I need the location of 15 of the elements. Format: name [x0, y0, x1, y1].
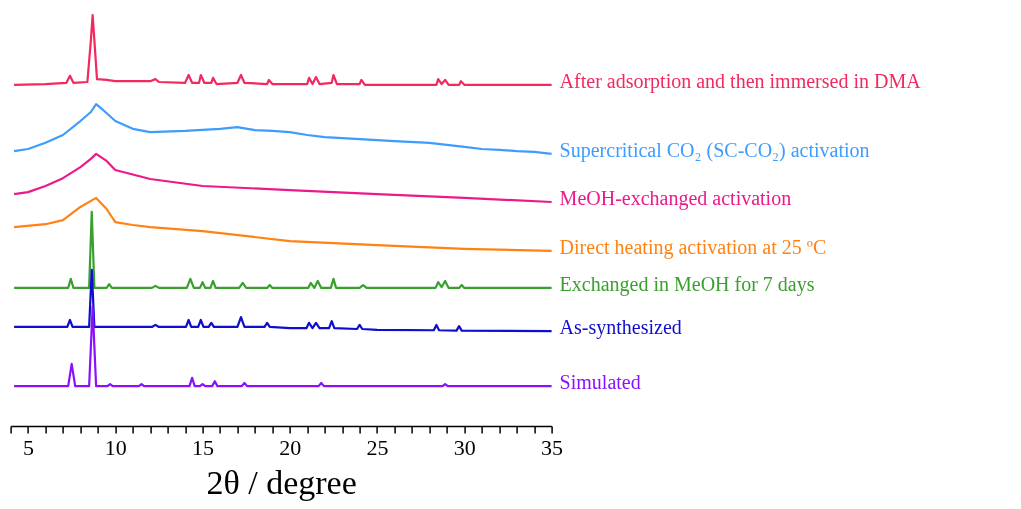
x-tick-label: 30: [453, 434, 476, 460]
series-label: As-synthesized: [559, 316, 682, 340]
x-tick-label: 25: [366, 434, 389, 460]
series-label: Supercritical CO₂ (SC-CO₂) activation: [559, 138, 870, 162]
series-label: MeOH-exchanged activation: [559, 187, 792, 211]
x-axis-title: 2θ / degree: [206, 463, 357, 501]
x-tick-label: 35: [541, 434, 564, 460]
x-tick-label: 15: [192, 434, 215, 460]
x-tick-label: 5: [23, 434, 35, 460]
series-label: Simulated: [559, 371, 641, 394]
series-label: After adsorption and then immersed in DMA: [559, 69, 922, 93]
series-label: Direct heating activation at 25 ºC: [559, 235, 827, 259]
x-tick-label: 10: [104, 434, 127, 460]
series-label: Exchanged in MeOH for 7 days: [559, 272, 815, 296]
x-tick-label: 20: [279, 434, 302, 460]
